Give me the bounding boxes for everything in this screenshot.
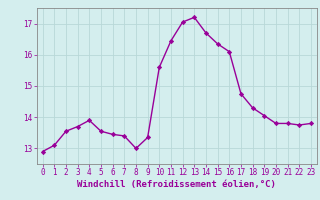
X-axis label: Windchill (Refroidissement éolien,°C): Windchill (Refroidissement éolien,°C): [77, 180, 276, 189]
